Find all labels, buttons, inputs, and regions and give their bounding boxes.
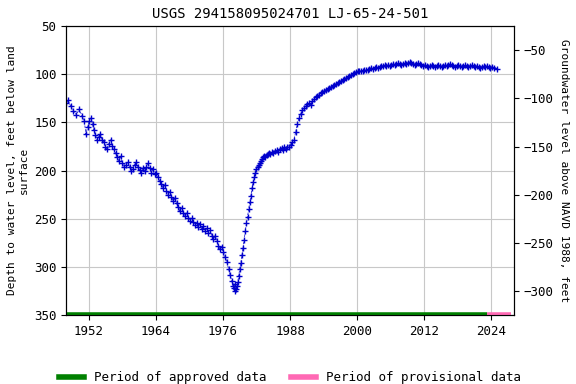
Legend: Period of approved data, Period of provisional data: Period of approved data, Period of provi… — [54, 366, 526, 384]
Y-axis label: Groundwater level above NAVD 1988, feet: Groundwater level above NAVD 1988, feet — [559, 39, 569, 302]
Title: USGS 294158095024701 LJ-65-24-501: USGS 294158095024701 LJ-65-24-501 — [152, 7, 428, 21]
Y-axis label: Depth to water level, feet below land
surface: Depth to water level, feet below land su… — [7, 46, 29, 295]
